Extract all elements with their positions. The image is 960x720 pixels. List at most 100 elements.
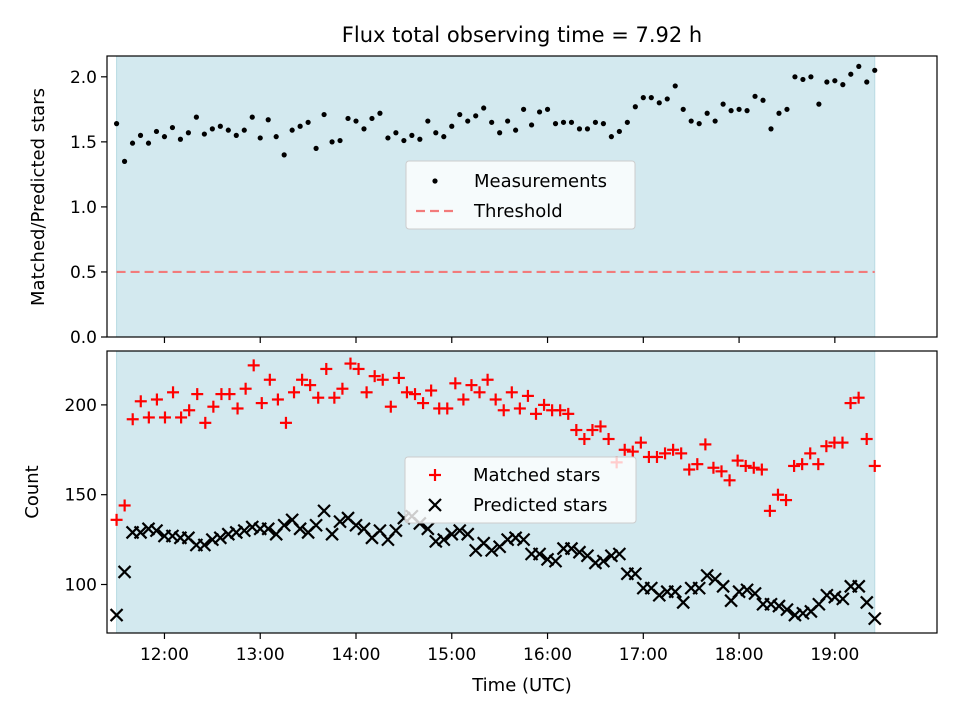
matched-stars-series (110, 357, 881, 526)
matched-star-point (634, 436, 647, 449)
predicted-star-point (532, 547, 547, 561)
y-tick-label: 200 (65, 396, 97, 416)
matched-star-point (529, 407, 542, 420)
measurement-point (225, 127, 231, 133)
predicted-star-point (867, 611, 882, 626)
measurement-point (433, 130, 439, 136)
predicted-star-point (652, 588, 667, 603)
top-legend-box (405, 160, 636, 230)
matched-star-point (263, 373, 276, 386)
matched-star-point (481, 373, 494, 386)
bottom-panel: 100 150 200 12:00 13:00 14:00 15:00 16:00 17:00… (22, 350, 938, 696)
measurement-point (704, 110, 710, 116)
matched-star-point (134, 395, 147, 408)
predicted-star-point (668, 584, 683, 599)
predicted-star-point (245, 520, 260, 534)
matched-star-point (207, 400, 220, 413)
matched-star-point (158, 411, 171, 424)
measurement-point (680, 106, 686, 112)
predicted-star-point (612, 547, 627, 561)
predicted-star-point (852, 579, 866, 594)
measurement-point (656, 100, 662, 106)
predicted-star-point (437, 532, 451, 547)
matched-star-point (167, 386, 180, 399)
measurement-point (457, 111, 463, 118)
predicted-star-point (333, 514, 347, 529)
matched-star-point (376, 373, 389, 386)
y-tick-label: 1.0 (70, 198, 97, 218)
matched-stars-legend-label: Matched stars (473, 465, 600, 486)
measurement-point (608, 134, 614, 140)
matched-star-point (449, 377, 462, 390)
matched-star-point (667, 443, 680, 456)
measurement-point (121, 158, 128, 164)
measurement-point (872, 67, 878, 73)
y-tick-label: 2.0 (70, 68, 97, 88)
matched-star-point (296, 373, 309, 386)
measurement-point (744, 108, 750, 114)
predicted-star-point (764, 597, 778, 612)
measurement-point (265, 117, 271, 123)
matched-star-point (142, 411, 155, 424)
measurement-point (824, 79, 830, 85)
measurement-point (401, 137, 407, 144)
measurement-point (201, 131, 207, 137)
predicted-star-point (588, 556, 603, 570)
measurement-point (728, 108, 734, 114)
measurement-point (273, 134, 279, 140)
x-tick-label: 17:00 (619, 645, 668, 665)
measurement-point (161, 134, 168, 140)
matched-star-point (255, 397, 268, 410)
measurement-point (856, 63, 862, 70)
measurements-series (113, 63, 878, 164)
matched-star-point (328, 391, 341, 404)
predicted-star-point (165, 529, 180, 543)
matched-star-point (400, 386, 413, 399)
matched-star-point (723, 474, 736, 487)
predicted-star-point (740, 583, 754, 597)
measurement-point (536, 109, 543, 115)
measurement-point (177, 136, 184, 142)
predicted-star-point (444, 527, 459, 541)
measurement-point (217, 123, 223, 129)
predicted-star-point (540, 552, 555, 567)
measurement-point (249, 114, 255, 120)
predicted-star-point (389, 523, 403, 538)
predicted-star-point (772, 599, 786, 613)
matched-star-point (780, 494, 793, 507)
matched-star-point (562, 407, 575, 420)
measurement-point (616, 128, 622, 135)
predicted-star-point (732, 584, 746, 599)
measurement-point (505, 118, 511, 124)
predicted-star-point (676, 595, 690, 610)
bottom-x-axis-ticks: 12:00 13:00 14:00 15:00 16:00 17:00 18:00 19:00 (140, 633, 859, 665)
measurement-point (185, 130, 192, 136)
x-axis-label: Time (UTC) (471, 675, 572, 696)
measurement-point (417, 136, 423, 142)
matched-star-point (352, 362, 365, 375)
measurement-point (560, 119, 567, 125)
measurement-point (760, 97, 766, 103)
matched-star-point (239, 382, 252, 395)
matched-star-point (409, 388, 422, 401)
measurement-point (520, 106, 527, 112)
measurement-point (808, 74, 814, 80)
measurement-point (385, 135, 391, 141)
predicted-star-point (309, 518, 323, 533)
measurement-point (712, 118, 718, 124)
matched-star-point (489, 393, 502, 406)
predicted-star-point (197, 538, 212, 552)
y-tick-label: 0.0 (70, 328, 97, 348)
x-tick-label: 14:00 (332, 645, 381, 665)
measurement-point (528, 122, 535, 128)
matched-star-point (392, 371, 405, 384)
predicted-star-point (460, 527, 475, 541)
matched-star-point (183, 404, 196, 417)
matched-star-point (675, 447, 688, 460)
matched-star-point (497, 404, 510, 417)
measurement-point (473, 113, 479, 119)
matched-star-point (570, 424, 583, 437)
measurement-point (672, 83, 678, 89)
matched-star-point (659, 447, 672, 460)
